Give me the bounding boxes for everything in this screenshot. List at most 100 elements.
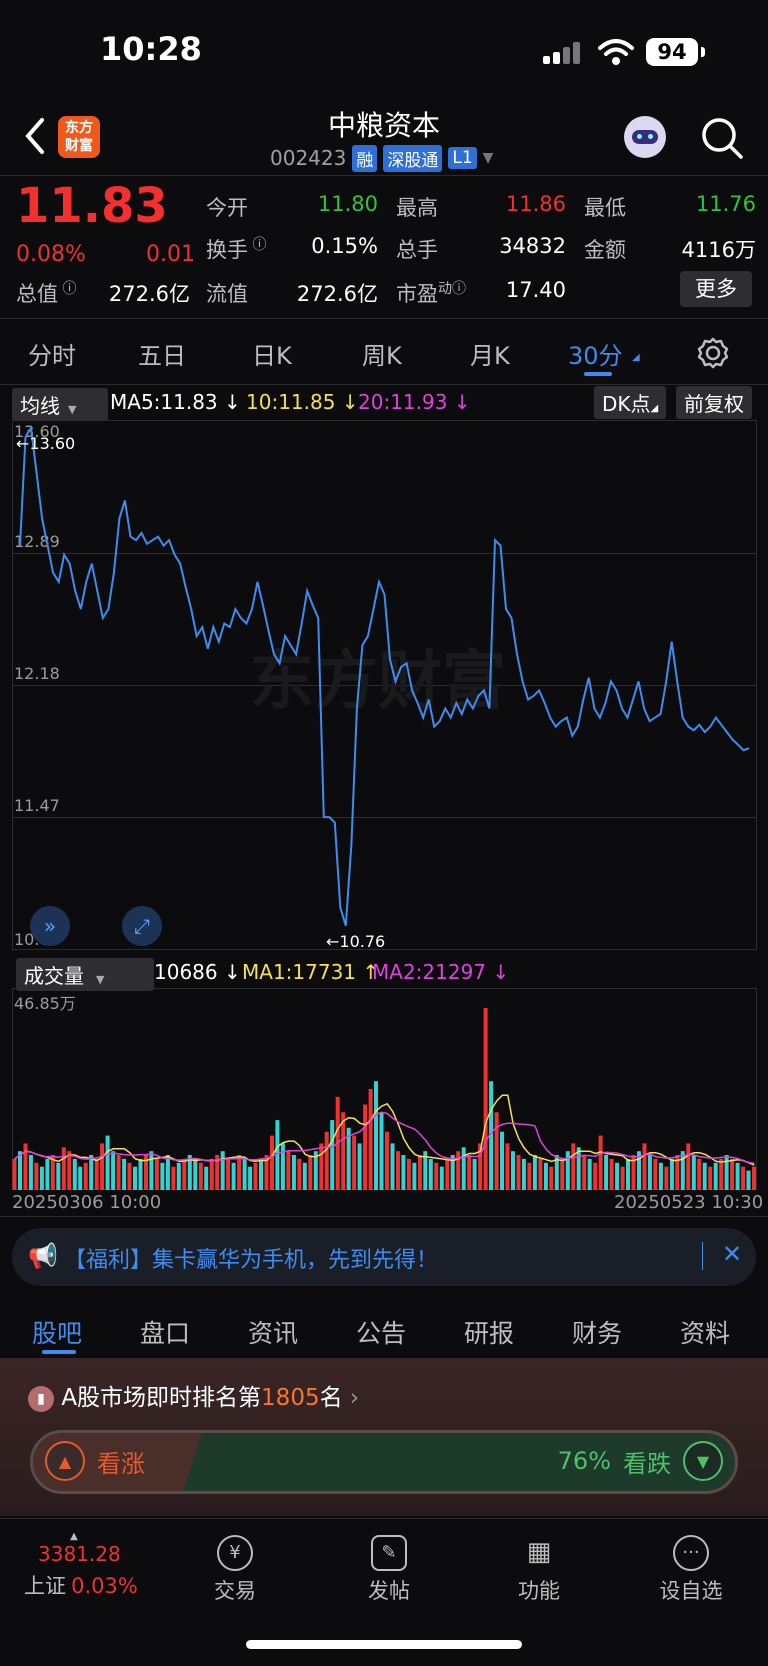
volume-bar [72, 1158, 77, 1190]
volume-bar [193, 1158, 198, 1190]
bull-button[interactable]: ▲ 看涨 [45, 1441, 145, 1481]
volume-bar [330, 1120, 335, 1190]
dk-point-button[interactable]: DK点◢ [594, 386, 667, 419]
subtab-forum[interactable]: 股吧 [32, 1319, 83, 1348]
volume-bar [204, 1166, 209, 1190]
edit-icon: ✎ [371, 1535, 407, 1571]
volume-bar [708, 1166, 713, 1190]
subtab-order-book[interactable]: 盘口 [140, 1319, 191, 1348]
volume-bar [642, 1143, 647, 1190]
more-button[interactable]: 更多 [680, 271, 752, 307]
volume-bar [83, 1162, 88, 1190]
tab-monthly[interactable]: 月K [470, 342, 510, 370]
volume-bar [39, 1166, 44, 1190]
nav-functions[interactable]: ▦ 功能 [518, 1537, 560, 1603]
tab-daily[interactable]: 日K [252, 342, 292, 370]
notice-text[interactable]: 【福利】集卡赢华为手机，先到先得！ [64, 1248, 439, 1273]
nav-trade[interactable]: ¥ 交易 [190, 1535, 280, 1605]
ranking-link[interactable]: ▮ A股市场即时排名第1805名 › [28, 1378, 359, 1412]
volume-value: 10686 ↓ [154, 960, 241, 984]
tab-intraday[interactable]: 分时 [28, 342, 76, 370]
max-price-marker: ←13.60 [16, 434, 76, 453]
volume-bar [746, 1170, 751, 1190]
volume-bar [560, 1158, 565, 1190]
tab-dropdown-icon: ◢ [632, 352, 640, 363]
volume-bar [500, 1131, 504, 1190]
subtab-research[interactable]: 研报 [464, 1319, 515, 1348]
volume-bar [341, 1112, 346, 1190]
low-value: 11.76 [695, 192, 756, 216]
close-icon[interactable]: ✕ [722, 1240, 743, 1268]
low-label: 最低 [584, 196, 626, 220]
status-time: 10:28 [100, 30, 202, 68]
volume-bar [680, 1151, 685, 1190]
dropdown-icon: ▼ [68, 403, 77, 416]
float-label: 流值 [206, 282, 248, 306]
volume-value: 34832 [499, 234, 566, 258]
volume-bar [390, 1143, 395, 1190]
back-icon[interactable] [22, 116, 48, 156]
price-series-line [19, 425, 750, 926]
tab-active-indicator [584, 372, 612, 376]
stock-code-row[interactable]: 002423 融 深股通 L1 ▼ [270, 144, 493, 172]
volume-bar [730, 1158, 735, 1190]
volume-bar [565, 1151, 570, 1190]
info-icon: ⓘ [58, 281, 77, 297]
turnover-label: 换手 ⓘ [206, 237, 267, 262]
turnover-value: 0.15% [311, 234, 378, 258]
volume-bar [686, 1143, 691, 1190]
grid-icon: ▦ [526, 1537, 552, 1567]
volume-bar [187, 1155, 192, 1190]
subtab-finance[interactable]: 财务 [572, 1319, 623, 1348]
volume-bar [144, 1155, 148, 1190]
volume-indicator-select[interactable]: 成交量 ▼ [16, 958, 154, 991]
adjust-button[interactable]: 前复权 [676, 386, 752, 419]
volume-chart[interactable]: 46.85万 [0, 988, 768, 1190]
index-ticker[interactable]: ▲ 3381.28 上证 0.03% [24, 1531, 164, 1600]
volume-bar [264, 1155, 269, 1190]
tab-weekly[interactable]: 周K [362, 342, 402, 370]
volume-bar [647, 1155, 652, 1190]
volume-bar [111, 1151, 116, 1190]
ma-indicator-select[interactable]: 均线 ▼ [12, 388, 108, 421]
volume-bar [576, 1147, 581, 1190]
amount-label: 金额 [584, 238, 626, 262]
vol-ma1-value: MA1:17731 ↑ [242, 960, 380, 984]
tab-five-day[interactable]: 五日 [138, 342, 186, 370]
subtab-profile[interactable]: 资料 [680, 1319, 731, 1348]
nav-post[interactable]: ✎ 发帖 [344, 1535, 434, 1605]
volume-bar [428, 1158, 433, 1190]
notice-banner[interactable]: 📢 【福利】集卡赢华为手机，先到先得！ ✕ [12, 1228, 756, 1286]
volume-bar [445, 1158, 450, 1190]
volume-bar [368, 1089, 373, 1190]
price-chart[interactable]: 13.60 12.89 12.18 11.47 10.76 东方财富 ←13.6… [0, 420, 768, 951]
robot-assistant-icon[interactable] [624, 116, 666, 158]
mktcap-value: 272.6亿 [108, 282, 190, 306]
nav-add-watchlist[interactable]: ··· 设自选 [646, 1535, 736, 1605]
expand-arrows-icon[interactable]: » [30, 906, 70, 946]
float-value: 272.6亿 [296, 282, 378, 306]
sentiment-vote-bar: ▲ 看涨 76% 看跌 ▼ [30, 1430, 738, 1494]
volume-max-label: 46.85万 [14, 994, 76, 1013]
volume-bar [385, 1131, 389, 1190]
watermark: 东方财富 [250, 645, 506, 719]
tab-30min[interactable]: 30分 [568, 342, 623, 370]
search-icon[interactable] [700, 116, 744, 160]
battery-indicator: 94 [646, 38, 705, 66]
ma20-value: 20:11.93 ↓ [358, 390, 471, 414]
subtab-news[interactable]: 资讯 [248, 1319, 299, 1348]
bear-button[interactable]: 76% 看跌 ▼ [558, 1441, 723, 1481]
fullscreen-icon[interactable]: ⤢ [122, 906, 162, 946]
volume-bars-svg [12, 1008, 756, 1190]
mktcap-label: 总值 ⓘ [16, 281, 77, 306]
volume-bar [61, 1147, 66, 1190]
volume-bar [127, 1162, 132, 1190]
settings-gear-icon[interactable] [696, 336, 730, 370]
volume-bar [198, 1162, 203, 1190]
volume-bar [50, 1155, 55, 1190]
subtab-announcements[interactable]: 公告 [356, 1319, 407, 1348]
volume-bar [489, 1081, 494, 1190]
volume-bar [133, 1166, 137, 1190]
stock-name: 中粮资本 [327, 109, 440, 142]
volume-bar [346, 1127, 351, 1190]
